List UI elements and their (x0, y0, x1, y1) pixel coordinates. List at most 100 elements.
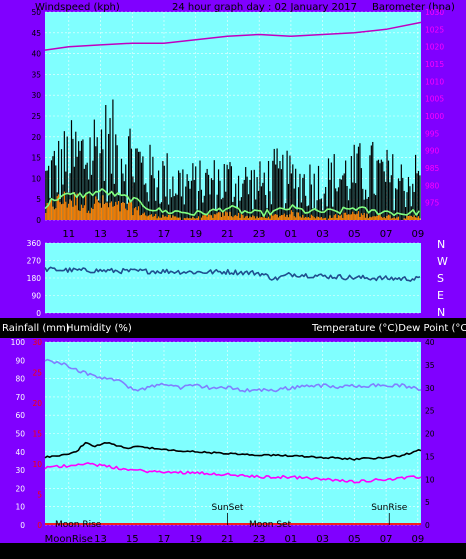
time-tick-label: 15 (126, 534, 139, 545)
compass-letter: S (437, 272, 444, 285)
temperature-tick-label: 0 (425, 521, 430, 530)
windspeed-axis-title: Windspeed (kph) (35, 2, 120, 13)
temperature-tick-label: 35 (425, 361, 435, 370)
time-tick-label: 13 (94, 229, 107, 240)
humidity-tick-label: 0 (20, 521, 25, 530)
barometer-tick-label: 1010 (425, 77, 444, 86)
humidity-line (44, 441, 422, 461)
barometer-tick-label: 1000 (425, 112, 444, 121)
humidity-tick-label: 90 (15, 356, 25, 365)
rainfall-tick-label: 20 (32, 399, 42, 408)
time-tick-label: 17 (158, 229, 171, 240)
rainfall-tick-label: 30 (32, 338, 42, 347)
wind-direction-line (44, 266, 421, 282)
windspeed-tick-label: 10 (31, 174, 41, 183)
barometer-tick-label: 975 (425, 199, 440, 208)
time-tick-label: 23 (253, 534, 266, 545)
temperature-tick-label: 40 (425, 338, 435, 347)
chart-title: 24 hour graph day : 02 January 2017 (172, 2, 357, 13)
temperature-axis: 0 5 10 15 20 25 30 35 40 (425, 338, 435, 530)
barometer-tick-label: 990 (425, 147, 440, 156)
direction-tick-label: 270 (27, 257, 42, 266)
time-tick-label: 21 (221, 534, 234, 545)
time-tick-label: 09 (411, 229, 424, 240)
time-tick-label: 07 (380, 229, 393, 240)
rainfall-axis-title: Rainfall (mm) (2, 323, 70, 334)
barometer-axis-title: Barometer (hpa) (372, 2, 455, 13)
barometer-tick-label: 1030 (425, 8, 444, 17)
time-tick-label: 11 (62, 229, 75, 240)
humidity-tick-label: 80 (15, 375, 25, 384)
temperature-tick-label: 10 (425, 475, 435, 484)
time-tick-label: 03 (316, 534, 329, 545)
temperature-gridlines (45, 341, 421, 526)
windspeed-axis: 0 5 10 15 20 25 30 35 40 45 50 (31, 8, 41, 225)
time-tick-label: 03 (316, 229, 329, 240)
windspeed-tick-label: 5 (36, 195, 41, 204)
time-tick-label: 05 (348, 534, 361, 545)
compass-letter: E (437, 289, 444, 302)
barometer-tick-label: 1015 (425, 60, 444, 69)
time-tick-label: 19 (189, 534, 202, 545)
direction-tick-label: 360 (27, 239, 42, 248)
direction-tick-label: 0 (36, 309, 41, 318)
windspeed-tick-label: 20 (31, 133, 41, 142)
time-tick-label: MoonRise (45, 534, 93, 545)
windspeed-tick-label: 15 (31, 154, 41, 163)
humidity-tick-label: 40 (15, 448, 25, 457)
time-tick-label: 23 (253, 229, 266, 240)
humidity-tick-label: 30 (15, 466, 25, 475)
windspeed-tick-label: 35 (31, 70, 41, 79)
barometer-line (44, 21, 422, 51)
temperature-series (44, 358, 422, 525)
barometer-tick-label: 1025 (425, 25, 444, 34)
temperature-time-axis: MoonRise 13 15 17 19 21 23 01 03 05 07 09 (45, 534, 425, 545)
mid-label-bar (0, 318, 466, 338)
windspeed-tick-label: 40 (31, 50, 41, 59)
rainfall-tick-label: 10 (32, 460, 42, 469)
barometer-tick-label: 985 (425, 164, 440, 173)
sunset-label: SunSet (211, 503, 243, 513)
time-tick-label: 17 (158, 534, 171, 545)
rainfall-tick-label: 15 (32, 430, 42, 439)
temperature-tick-label: 15 (425, 452, 435, 461)
compass-letter: N (437, 238, 445, 251)
humidity-tick-label: 50 (15, 430, 25, 439)
direction-tick-label: 180 (27, 274, 42, 283)
windspeed-tick-label: 0 (36, 216, 41, 225)
compass-letter: N (437, 306, 445, 319)
sun-moon-annotations: SunSet SunRise Moon Rise Moon Set (55, 503, 408, 530)
humidity-tick-label: 10 (15, 503, 25, 512)
time-tick-label: 05 (348, 229, 361, 240)
dewpoint-line (44, 462, 422, 484)
barometer-axis: 975 980 985 990 995 1000 1005 1010 1015 1020 1025 1… (425, 8, 444, 208)
rainfall-tick-label: 5 (37, 491, 42, 500)
humidity-axis: 0 10 20 30 40 50 60 70 80 90 100 (11, 338, 26, 530)
humidity-axis-title: Humidity (%) (66, 323, 132, 334)
time-tick-label: 13 (94, 534, 107, 545)
direction-tick-label: 90 (31, 292, 41, 301)
wind-time-axis: 11 13 15 17 19 21 23 01 03 05 07 09 (62, 229, 424, 240)
rainfall-tick-label: 25 (32, 369, 42, 378)
direction-axis: 0 90 180 270 360 (27, 239, 42, 318)
temperature-tick-label: 5 (425, 498, 430, 507)
wind-series (44, 21, 422, 217)
time-tick-label: 19 (189, 229, 202, 240)
windspeed-tick-label: 45 (31, 29, 41, 38)
direction-gridlines (45, 242, 421, 314)
temperature-dewpoint-axis-title: Temperature (°C)Dew Point (°C) (311, 323, 466, 334)
direction-series (44, 266, 421, 282)
bottom-strip (0, 543, 466, 555)
windspeed-tick-label: 25 (31, 112, 41, 121)
rainfall-axis: 0 5 10 15 20 25 30 (32, 338, 42, 530)
wind-average-line (44, 188, 421, 217)
humidity-tick-label: 70 (15, 393, 25, 402)
time-tick-label: 21 (221, 229, 234, 240)
humidity-tick-label: 60 (15, 411, 25, 420)
windspeed-tick-label: 50 (31, 8, 41, 17)
barometer-tick-label: 980 (425, 181, 440, 190)
temperature-line (44, 358, 422, 393)
